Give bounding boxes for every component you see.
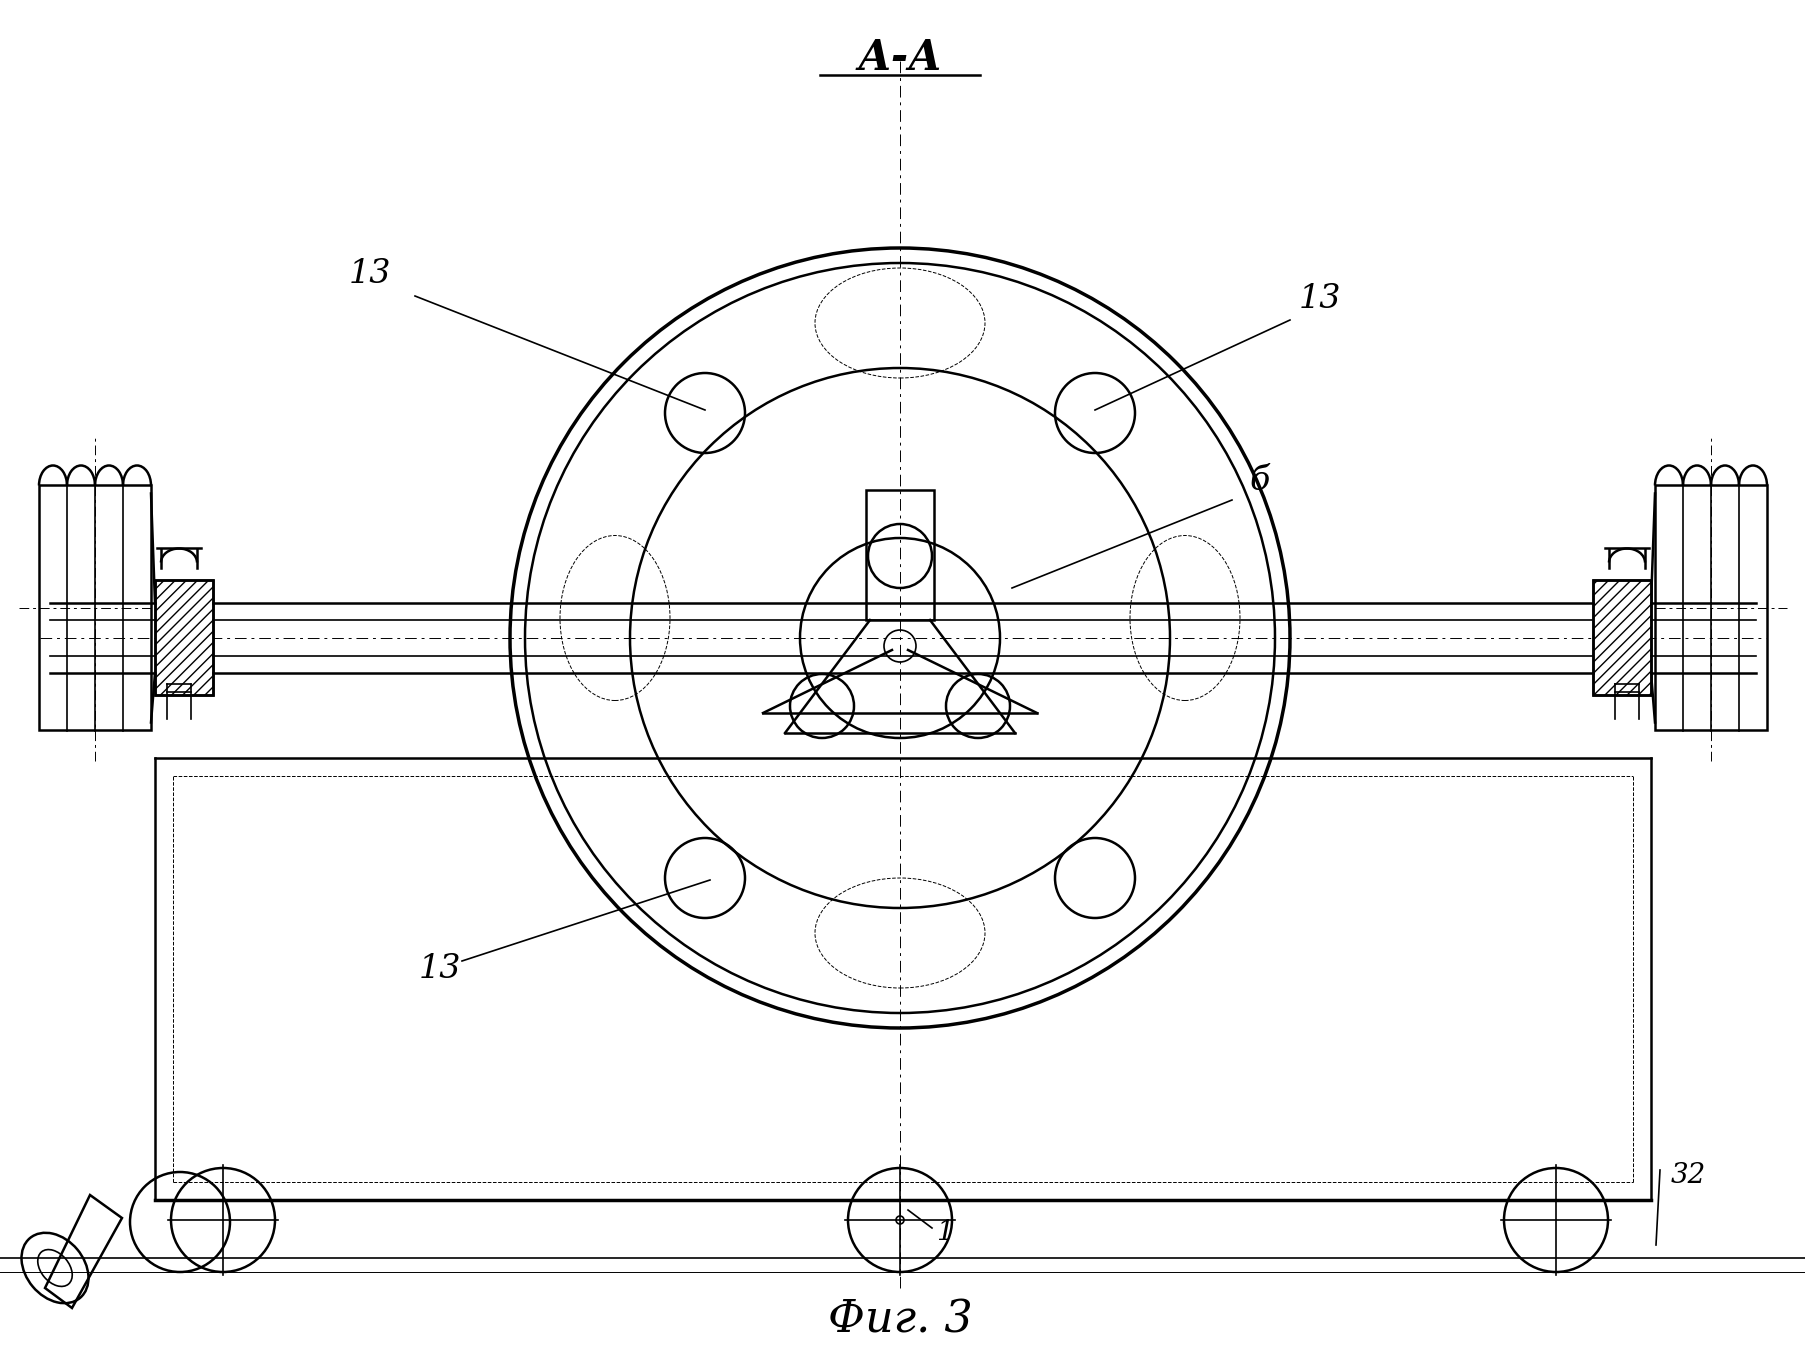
Text: 32: 32 (1670, 1161, 1704, 1189)
Text: 13: 13 (348, 259, 392, 290)
Bar (866, 490, 933, 620)
Text: 13: 13 (419, 953, 460, 985)
Bar (40, 486, 152, 731)
Text: 13: 13 (1298, 283, 1341, 315)
Bar (1592, 580, 1650, 695)
Text: Фиг. 3: Фиг. 3 (827, 1298, 971, 1342)
Bar (155, 580, 213, 695)
Bar (1592, 580, 1650, 695)
Text: 1: 1 (935, 1219, 953, 1246)
Text: б: б (1249, 465, 1269, 497)
Bar (1653, 486, 1765, 731)
Bar (155, 580, 213, 695)
Text: А-А: А-А (857, 37, 942, 79)
